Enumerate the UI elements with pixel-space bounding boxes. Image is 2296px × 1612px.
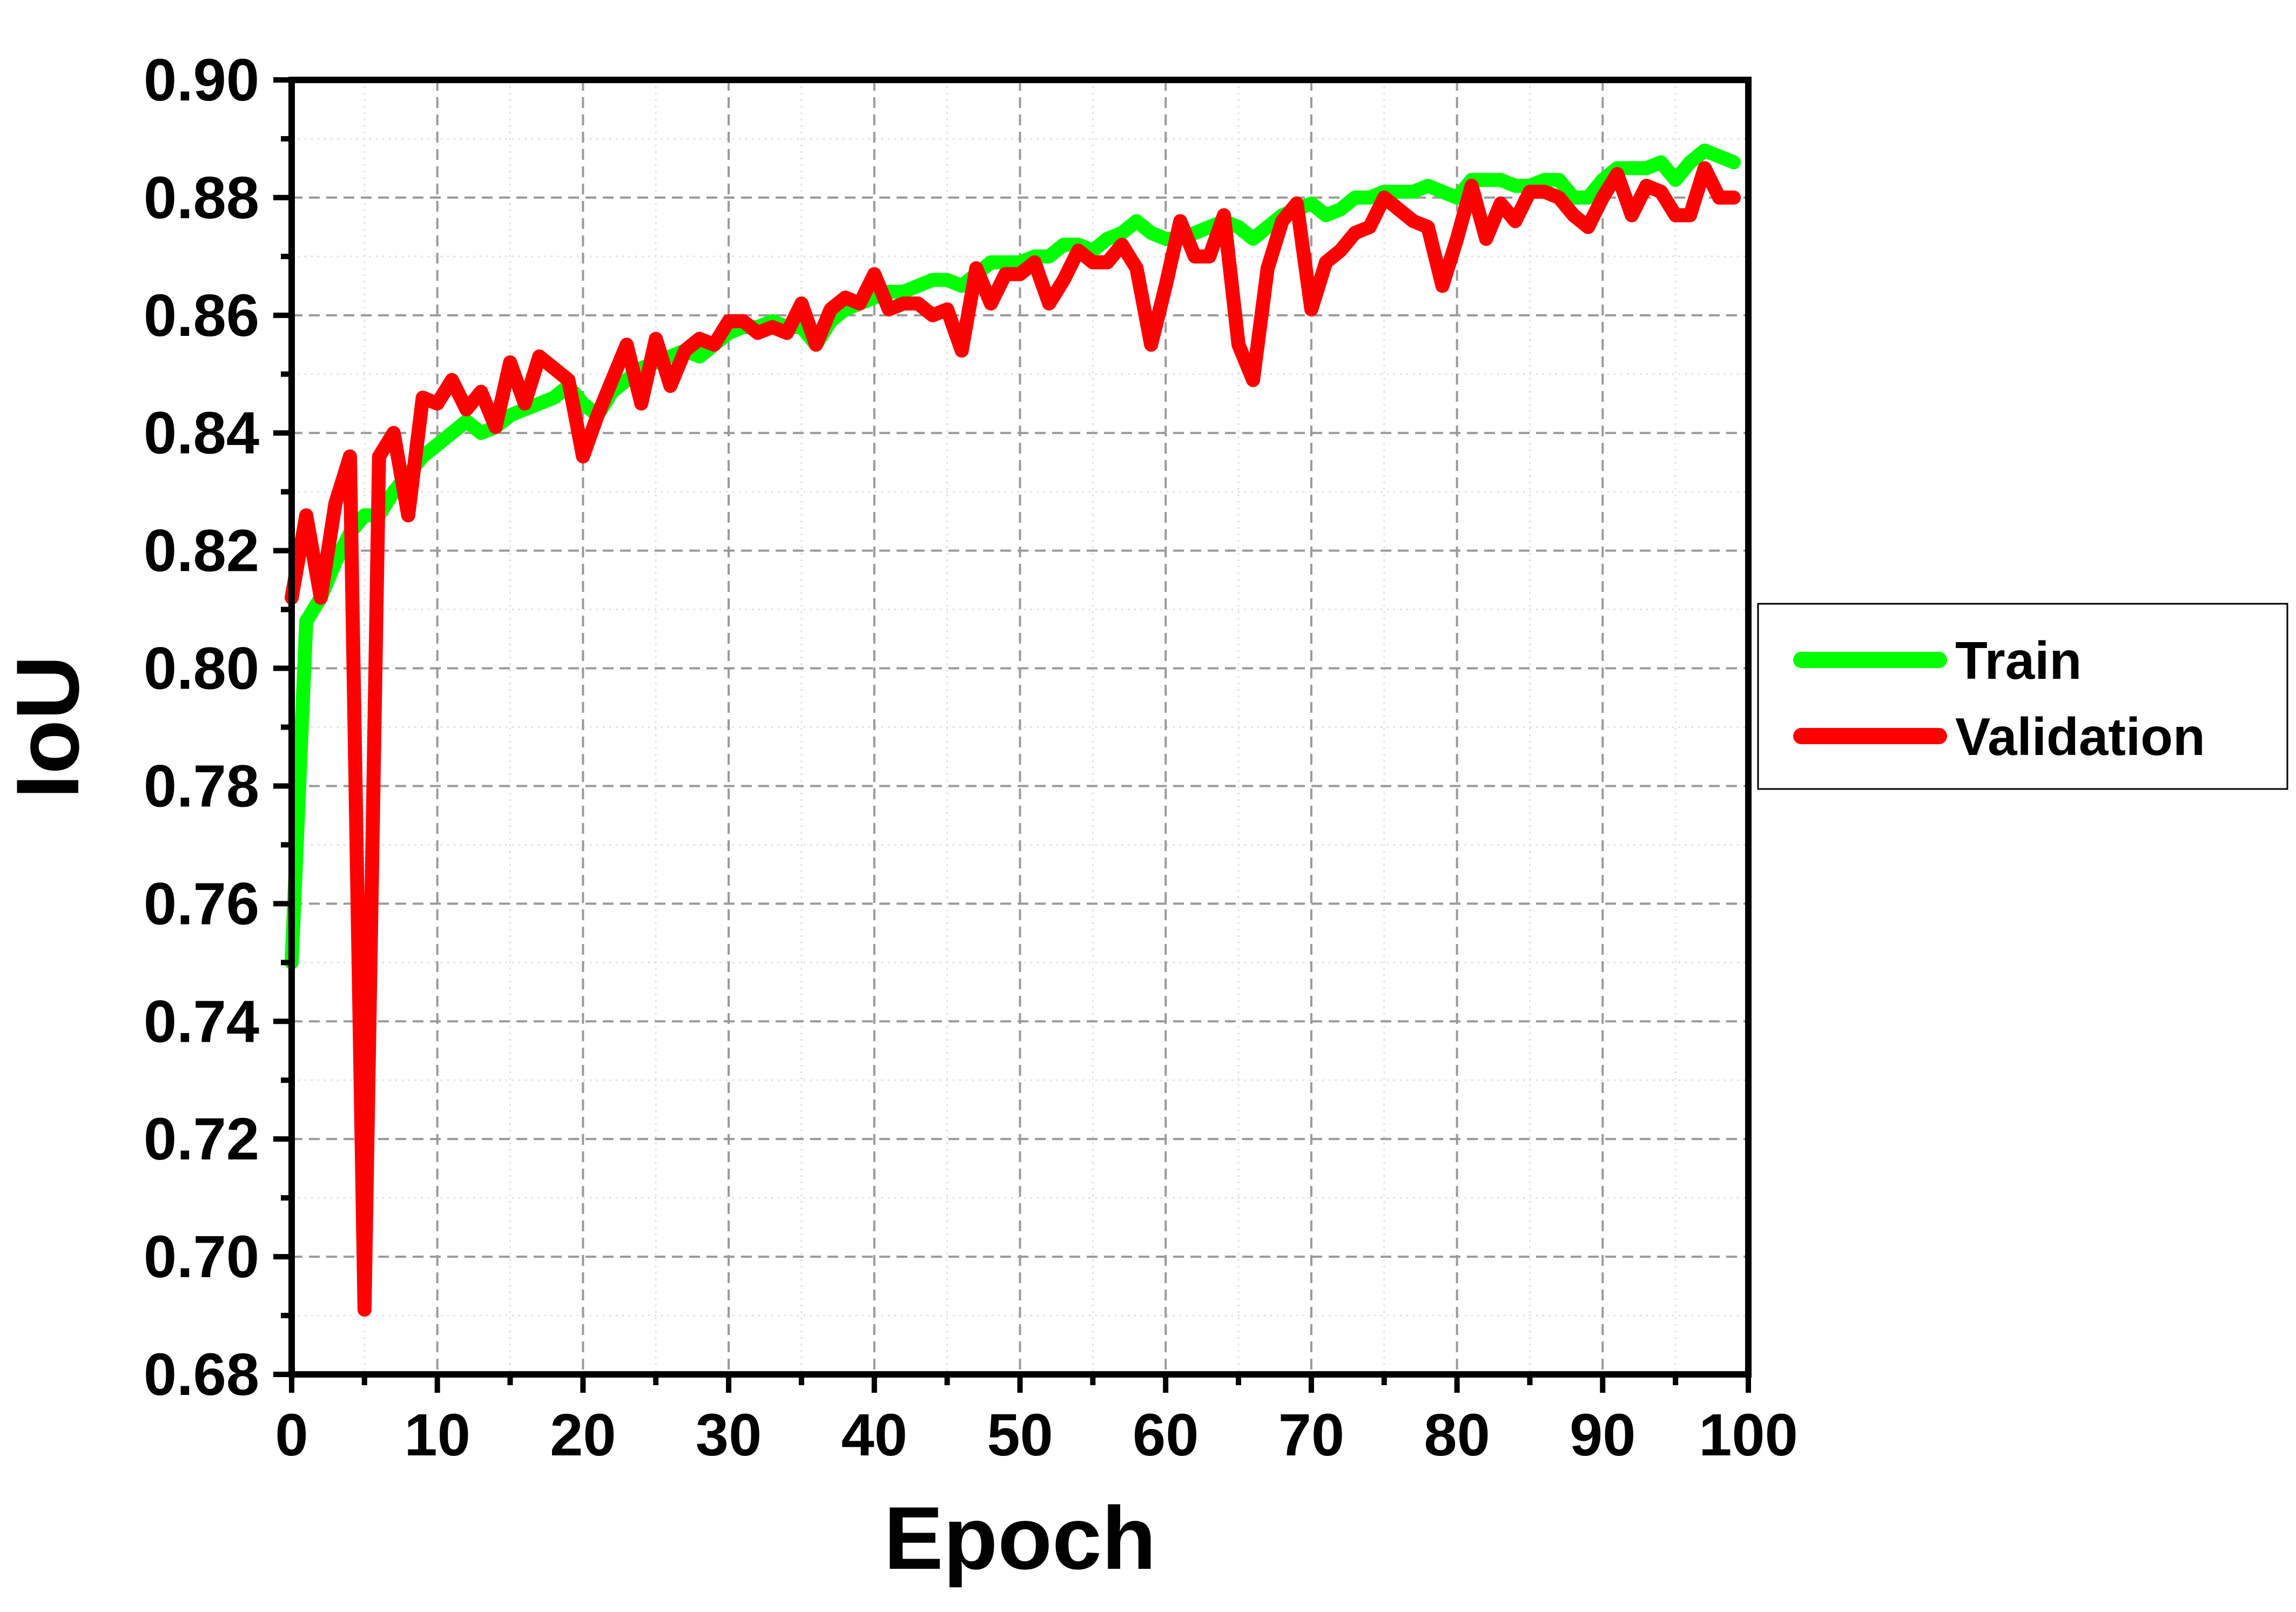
y-axis-title: IoU (0, 656, 97, 799)
x-tick-label: 80 (1424, 1402, 1490, 1468)
y-tick-label: 0.72 (144, 1106, 259, 1172)
legend-label-validation: Validation (1955, 707, 2205, 766)
x-tick-label: 40 (841, 1402, 907, 1468)
x-tick-label: 70 (1278, 1402, 1344, 1468)
legend-label-train: Train (1955, 631, 2082, 690)
y-tick-label: 0.88 (144, 165, 259, 231)
y-tick-label: 0.78 (144, 753, 259, 819)
x-tick-label: 90 (1570, 1402, 1635, 1468)
y-tick-label: 0.68 (144, 1341, 259, 1408)
x-axis-title: Epoch (884, 1488, 1156, 1588)
y-tick-label: 0.90 (144, 47, 259, 113)
x-tick-label: 20 (550, 1402, 616, 1468)
legend: Train Validation (1757, 603, 2288, 790)
y-tick-label: 0.74 (144, 988, 259, 1055)
x-tick-labels: 0 10 20 30 40 50 60 70 80 90 100 (275, 1402, 1797, 1468)
x-tick-label: 0 (275, 1402, 308, 1468)
x-tick-label: 10 (405, 1402, 470, 1468)
y-tick-label: 0.82 (144, 518, 259, 584)
legend-box (1757, 603, 2288, 790)
axis-ticks (273, 77, 1751, 1393)
y-tick-label: 0.80 (144, 636, 259, 702)
series-layer (285, 143, 1741, 1317)
x-tick-label: 100 (1699, 1402, 1798, 1468)
series-line-train (285, 143, 1741, 970)
x-tick-label: 50 (987, 1402, 1053, 1468)
y-tick-label: 0.86 (144, 282, 259, 349)
y-tick-label: 0.70 (144, 1224, 259, 1290)
y-tick-label: 0.76 (144, 871, 259, 937)
y-tick-label: 0.84 (144, 400, 259, 467)
y-tick-labels: 0.68 0.70 0.72 0.74 0.76 0.78 0.80 0.82 0.84 0.86… (144, 47, 259, 1408)
x-tick-label: 60 (1133, 1402, 1199, 1468)
x-tick-label: 30 (696, 1402, 762, 1468)
series-line-validation (285, 161, 1741, 1317)
